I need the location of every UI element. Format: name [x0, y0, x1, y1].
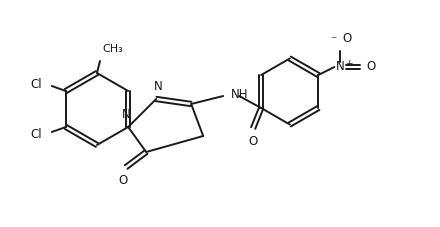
- Text: O: O: [249, 135, 258, 148]
- Text: Cl: Cl: [30, 77, 42, 91]
- Text: O: O: [118, 174, 128, 187]
- Text: +: +: [345, 59, 353, 67]
- Text: N: N: [336, 61, 345, 74]
- Text: O: O: [342, 32, 352, 45]
- Text: N: N: [122, 108, 131, 121]
- Text: CH₃: CH₃: [102, 44, 123, 54]
- Text: ⁻: ⁻: [330, 34, 336, 47]
- Text: O: O: [367, 61, 376, 74]
- Text: N: N: [154, 80, 162, 93]
- Text: Cl: Cl: [30, 128, 42, 141]
- Text: NH: NH: [231, 87, 249, 101]
